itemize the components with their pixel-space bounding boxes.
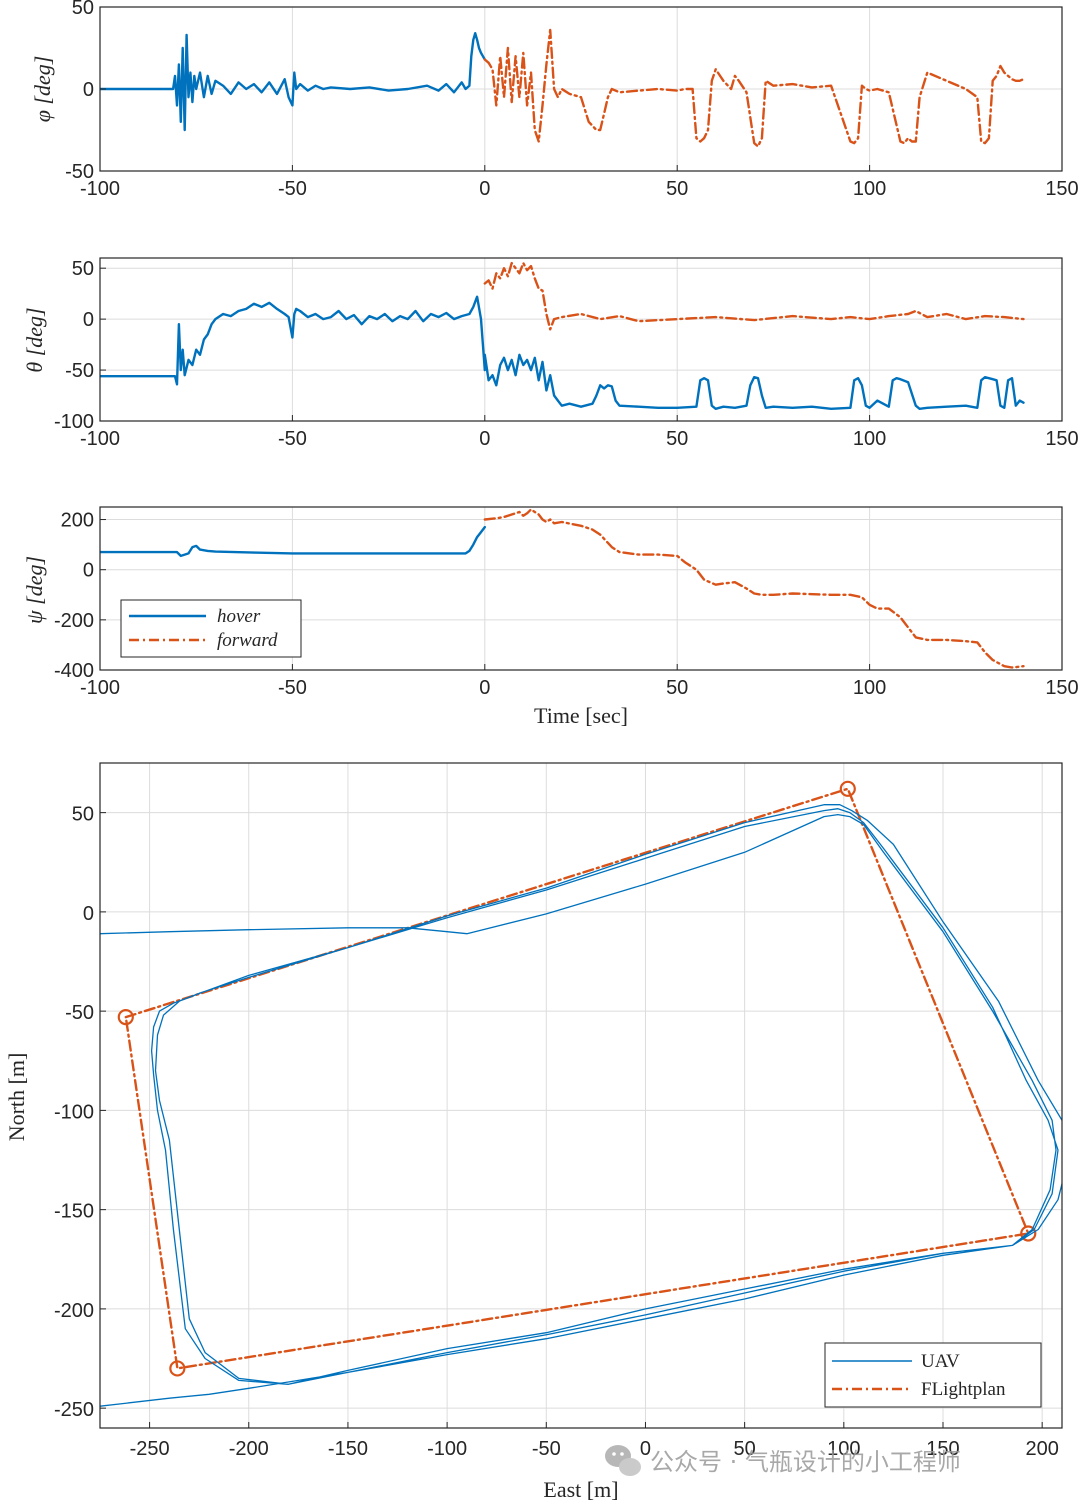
- psi-x-tick-label: 0: [479, 677, 490, 699]
- trajectory-x-tick-label: 50: [734, 1438, 756, 1460]
- theta-y-tick-label: -100: [54, 411, 94, 433]
- trajectory-grid: [100, 763, 1062, 1428]
- trajectory-ticks: -250 -200 -150 -100 -50 0 50 100 150 200 -250 -200 -…: [54, 804, 1059, 1460]
- psi-legend-box: [120, 599, 302, 658]
- psi-ticks: -100 -50 0 50 100 150 -400 -200 0 200: [54, 510, 1079, 699]
- phi-y-tick-label: 0: [83, 79, 94, 101]
- theta-grid: [99, 258, 1063, 422]
- theta-y-axis-label: θ [deg]: [22, 307, 47, 372]
- legend-hover-label: hover: [217, 606, 261, 627]
- theta-x-tick-label: -100: [80, 428, 120, 450]
- trajectory-y-tick-label: -50: [65, 1002, 94, 1024]
- phi-grid: [99, 6, 1063, 172]
- trajectory-x-tick-label: -250: [130, 1438, 170, 1460]
- psi-axes-box: [99, 506, 1063, 671]
- phi-hover-line: [100, 32, 486, 132]
- phi-x-tick-label: 50: [666, 178, 688, 200]
- trajectory-flightplan-line: [124, 787, 1030, 1370]
- time-x-axis-label: Time [sec]: [534, 703, 628, 728]
- theta-hover-line: [100, 295, 486, 386]
- trajectory-legend: UAV FLightplan: [824, 1342, 1042, 1408]
- theta-x-tick-label: 50: [666, 428, 688, 450]
- psi-y-axis-label: ψ [deg]: [22, 556, 47, 624]
- psi-legend: hover forward: [120, 599, 302, 658]
- watermark: 公众号 · 气瓶设计的小工程师: [605, 1445, 961, 1476]
- psi-series: [100, 508, 1025, 669]
- trajectory-waypoint-marker: [169, 1360, 186, 1377]
- psi-x-tick-label: 100: [853, 677, 886, 699]
- trajectory-y-tick-label: -250: [54, 1399, 94, 1421]
- phi-y-tick-label: 50: [72, 0, 94, 19]
- psi-x-tick-label: -100: [80, 677, 120, 699]
- phi-x-tick-label: -100: [80, 178, 120, 200]
- trajectory-x-tick-label: -50: [532, 1438, 561, 1460]
- psi-x-tick-label: 150: [1045, 677, 1078, 699]
- theta-x-tick-label: 150: [1045, 428, 1078, 450]
- theta-plot: -100 -50 0 50 100 150 -100 -50 0 50 θ [deg]: [22, 257, 1079, 450]
- psi-y-axis-label-text: ψ [deg]: [22, 556, 47, 624]
- trajectory-x-tick-label: -200: [229, 1438, 269, 1460]
- wechat-icon: [605, 1445, 641, 1476]
- theta-x-tick-label: -50: [278, 428, 307, 450]
- psi-forward-line: [483, 508, 1025, 669]
- north-y-axis-label: North [m]: [4, 1053, 29, 1142]
- phi-x-tick-label: 0: [479, 178, 490, 200]
- psi-plot: -100 -50 0 50 100 150 -400 -200 0 200 ψ [deg] Tim…: [22, 506, 1079, 728]
- theta-y-tick-label: -50: [65, 360, 94, 382]
- trajectory-axes-box: [99, 762, 1063, 1429]
- trajectory-x-tick-label: -100: [427, 1438, 467, 1460]
- phi-series: [100, 28, 1025, 148]
- theta-x-tick-label: 0: [479, 428, 490, 450]
- watermark-text: 公众号 · 气瓶设计的小工程师: [650, 1448, 961, 1476]
- trajectory-x-tick-label: -150: [328, 1438, 368, 1460]
- trajectory-y-tick-label: -200: [54, 1300, 94, 1322]
- east-x-axis-label: East [m]: [543, 1477, 618, 1502]
- trajectory-y-tick-label: -150: [54, 1201, 94, 1223]
- trajectory-plot: -250 -200 -150 -100 -50 0 50 100 150 200 -250 -200 -…: [4, 762, 1063, 1502]
- theta-forward-line: [483, 261, 1025, 331]
- phi-x-tick-label: 150: [1045, 178, 1078, 200]
- theta-hover-transition-line: [483, 353, 1025, 410]
- legend-uav-label: UAV: [921, 1351, 960, 1372]
- trajectory-legend-box: [824, 1342, 1042, 1408]
- psi-x-tick-label: -50: [278, 677, 307, 699]
- trajectory-waypoint-marker: [1020, 1225, 1037, 1242]
- theta-y-tick-label: 50: [72, 258, 94, 280]
- psi-hover-line: [100, 525, 486, 558]
- phi-x-tick-label: 100: [853, 178, 886, 200]
- phi-y-axis-label-text: φ [deg]: [30, 56, 55, 123]
- trajectory-waypoint-marker: [839, 780, 856, 797]
- theta-ticks: -100 -50 0 50 100 150 -100 -50 0 50: [54, 258, 1079, 450]
- psi-y-tick-label: 0: [83, 560, 94, 582]
- psi-x-tick-label: 50: [666, 677, 688, 699]
- trajectory-x-tick-label: 150: [926, 1438, 959, 1460]
- phi-y-tick-label: -50: [65, 161, 94, 183]
- trajectory-x-tick-label: 200: [1025, 1438, 1058, 1460]
- trajectory-series: [100, 780, 1062, 1407]
- theta-x-tick-label: 100: [853, 428, 886, 450]
- legend-forward-label: forward: [217, 630, 278, 651]
- trajectory-y-tick-label: 0: [83, 903, 94, 925]
- theta-y-tick-label: 0: [83, 309, 94, 331]
- trajectory-waypoint-marker: [117, 1008, 134, 1026]
- legend-flightplan-label: FLightplan: [921, 1379, 1006, 1400]
- trajectory-x-tick-label: 100: [827, 1438, 860, 1460]
- trajectory-x-tick-label: 0: [640, 1438, 651, 1460]
- phi-x-tick-label: -50: [278, 178, 307, 200]
- phi-y-axis-label: φ [deg]: [30, 56, 55, 123]
- psi-y-tick-label: 200: [61, 510, 94, 532]
- trajectory-uav-line: [100, 804, 1062, 1407]
- theta-series: [100, 261, 1025, 410]
- trajectory-y-tick-label: -100: [54, 1101, 94, 1123]
- theta-axes-box: [99, 257, 1063, 422]
- psi-y-tick-label: -400: [54, 660, 94, 682]
- theta-y-axis-label-text: θ [deg]: [22, 307, 47, 372]
- psi-y-tick-label: -200: [54, 610, 94, 632]
- trajectory-y-tick-label: 50: [72, 804, 94, 826]
- phi-forward-line: [483, 28, 1025, 148]
